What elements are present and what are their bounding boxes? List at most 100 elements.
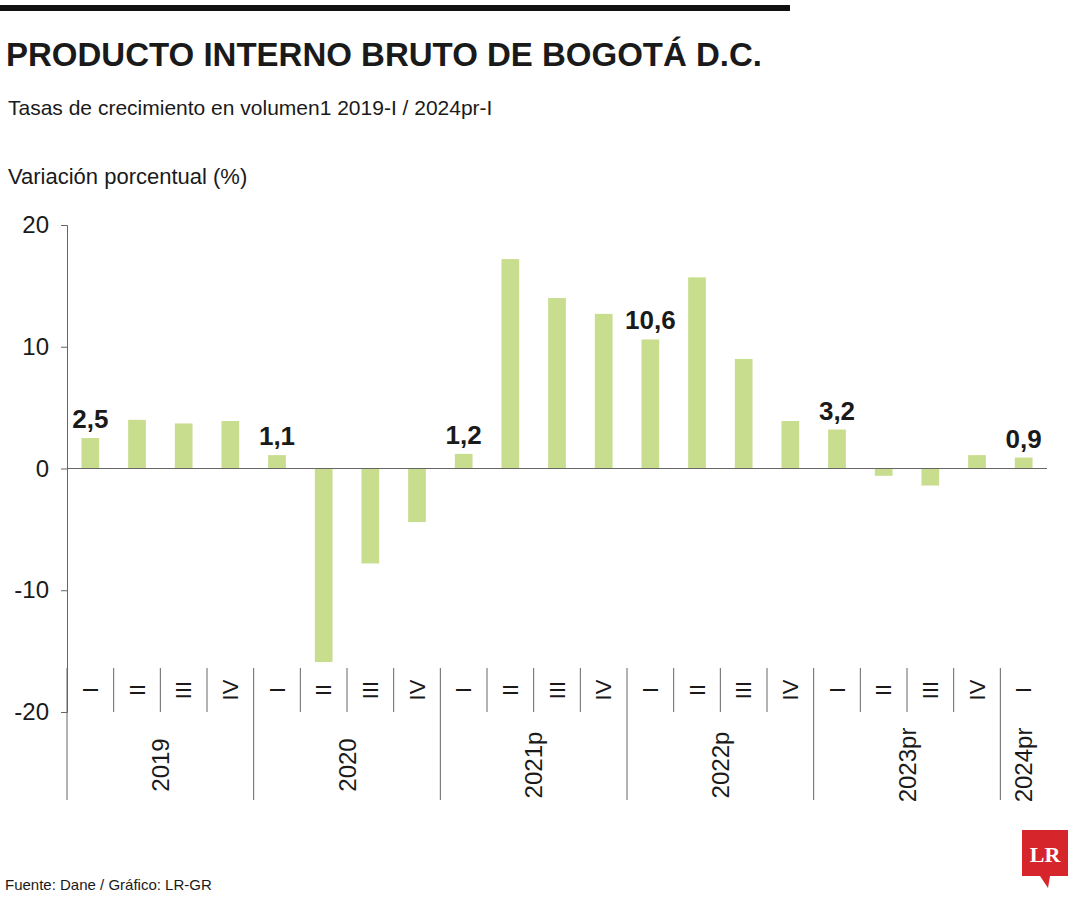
y-tick-mark [61,347,67,348]
chart-svg: PRODUCTO INTERNO BRUTO DE BOGOTÁ D.C. Tas… [0,0,1080,900]
quarter-separator [300,668,301,712]
logo-tail [1040,876,1050,888]
y-axis-title: Variación porcentual (%) [8,164,247,189]
bar [408,469,426,523]
bar [501,259,519,468]
x-tick-label: I [78,687,103,693]
data-label: 10,6 [625,305,676,335]
quarter-separator [113,668,114,712]
x-tick-label: III [918,681,943,699]
y-tick: 20 [22,211,67,238]
y-tick-mark [61,469,67,470]
group-label: 2024pr [1010,728,1037,803]
bar [221,421,239,468]
x-tick-label: IV [405,679,430,700]
x-tick: IV [778,679,803,700]
bar [875,469,893,476]
y-tick: -20 [14,698,67,725]
x-tick-label: IV [218,679,243,700]
x-tick-label: III [731,681,756,699]
y-tick-mark [61,225,67,226]
x-tick: III [358,681,383,699]
y-tick-mark [61,712,67,713]
bar [735,359,753,469]
bar [688,277,706,468]
x-tick: I [825,687,850,693]
x-tick: III [731,681,756,699]
x-tick: I [638,687,663,693]
x-axis: IIIIIIIVIIIIIIIVIIIIIIIVIIIIIIIVIIIIIIIV… [78,679,1036,700]
x-tick: III [171,681,196,699]
group-label: 2021p [520,732,547,799]
logo-box [1022,830,1068,876]
bar [455,454,473,469]
x-tick: I [1011,687,1036,693]
x-tick-label: II [311,684,336,696]
bar [361,469,379,564]
group-separator [440,668,441,800]
bar [315,469,333,663]
quarter-separator [580,668,581,712]
top-rule [0,5,790,11]
y-tick: 10 [22,333,67,360]
y-tick-mark [61,590,67,591]
bar [641,339,659,468]
x-tick: II [498,684,523,696]
group-separator [253,668,254,800]
source: Fuente: Dane / Gráfico: LR-GR [5,876,212,893]
quarter-separator [673,668,674,712]
bar [828,430,846,469]
data-label: 2,5 [72,404,108,434]
group-label: 2019 [147,738,174,791]
quarter-separator [533,668,534,712]
x-tick: I [451,687,476,693]
bar [595,314,613,469]
bar [128,420,146,469]
quarter-separator [160,668,161,712]
x-tick: I [78,687,103,693]
data-label: 0,9 [1006,424,1042,454]
data-labels: 2,51,11,210,63,20,9 [72,305,1041,453]
subtitle: Tasas de crecimiento en volumen1 2019-I … [8,96,492,119]
x-tick-label: I [1011,687,1036,693]
x-tick: IV [965,679,990,700]
x-tick-label: IV [591,679,616,700]
group-separator [813,668,814,800]
x-tick-label: I [451,687,476,693]
x-tick: II [871,684,896,696]
x-tick-label: I [825,687,850,693]
x-tick: I [265,687,290,693]
quarter-separator [207,668,208,712]
y-tick-label: -10 [14,576,49,603]
bars [81,259,1032,662]
chart-container: PRODUCTO INTERNO BRUTO DE BOGOTÁ D.C. Tas… [0,0,1080,900]
baseline [67,468,1047,469]
group-labels: 201920202021p2022p2023pr2024pr [147,728,1037,803]
quarter-separator [860,668,861,712]
logo-text: LR [1030,842,1062,867]
x-tick: III [918,681,943,699]
y-tick-label: -20 [14,698,49,725]
group-label: 2020 [334,738,361,791]
quarter-separator [487,668,488,712]
x-tick-label: II [871,684,896,696]
x-tick-label: IV [965,679,990,700]
group-label: 2022p [707,732,734,799]
x-tick-label: II [498,684,523,696]
bar [548,298,566,468]
x-tick-label: III [358,681,383,699]
separators [67,668,1000,800]
x-tick-label: III [545,681,570,699]
x-tick: IV [218,679,243,700]
x-tick-label: I [265,687,290,693]
x-tick-label: I [638,687,663,693]
group-separator [67,668,68,800]
title: PRODUCTO INTERNO BRUTO DE BOGOTÁ D.C. [6,36,762,73]
x-tick-label: II [125,684,150,696]
y-tick: 0 [36,455,67,482]
x-tick: IV [591,679,616,700]
logo: LR [1022,830,1068,888]
x-tick-label: II [685,684,710,696]
bar [81,438,99,468]
data-label: 3,2 [819,396,855,426]
